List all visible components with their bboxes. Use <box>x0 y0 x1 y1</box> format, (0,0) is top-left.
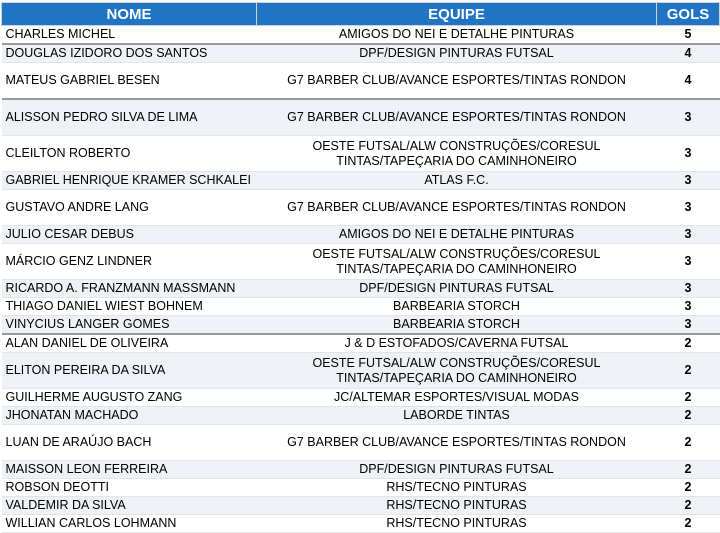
team-cell: ATLAS F.C. <box>256 171 657 190</box>
table-row: GUSTAVO ANDRE LANG G7 BARBER CLUB/AVANCE … <box>1 189 720 226</box>
team-cell: G7 BARBER CLUB/AVANCE ESPORTES/TINTAS RO… <box>256 189 657 226</box>
name-cell: JHONATAN MACHADO <box>1 406 257 425</box>
goals-cell: 4 <box>656 62 720 100</box>
goals-cell: 3 <box>656 297 720 316</box>
team-cell: RHS/TECNO PINTURAS <box>256 514 657 533</box>
team-cell: OESTE FUTSAL/ALW CONSTRUÇÕES/CORESUL TIN… <box>256 243 657 280</box>
goals-cell: 2 <box>656 424 720 461</box>
goals-cell: 3 <box>656 135 720 172</box>
table-row: LUAN DE ARAÚJO BACH G7 BARBER CLUB/AVANCE… <box>1 424 720 461</box>
team-cell: RHS/TECNO PINTURAS <box>256 478 657 497</box>
table-row: MATEUS GABRIEL BESEN G7 BARBER CLUB/AVANC… <box>1 62 720 100</box>
goals-cell: 5 <box>656 25 720 45</box>
name-cell: CHARLES MICHEL <box>1 25 257 45</box>
table-row: MAISSON LEON FERREIRA DPF/DESIGN PINTURAS… <box>1 460 720 479</box>
name-cell: GUSTAVO ANDRE LANG <box>1 189 257 226</box>
team-cell: G7 BARBER CLUB/AVANCE ESPORTES/TINTAS RO… <box>256 424 657 461</box>
team-cell: BARBEARIA STORCH <box>256 315 657 335</box>
table-row: VALDEMIR DA SILVA RHS/TECNO PINTURAS 2 <box>1 496 720 515</box>
goals-cell: 3 <box>656 225 720 244</box>
header-cell: NOME <box>1 2 257 26</box>
name-cell: VINYCIUS LANGER GOMES <box>1 315 257 335</box>
table-row: ELITON PEREIRA DA SILVA OESTE FUTSAL/ALW … <box>1 352 720 389</box>
table-row: CLEILTON ROBERTO OESTE FUTSAL/ALW CONSTRU… <box>1 135 720 172</box>
goals-cell: 3 <box>656 189 720 226</box>
goals-cell: 2 <box>656 496 720 515</box>
table-row: JULIO CESAR DEBUS AMIGOS DO NEI E DETALHE… <box>1 225 720 244</box>
goals-cell: 3 <box>656 98 720 136</box>
table-row: DOUGLAS IZIDORO DOS SANTOS DPF/DESIGN PIN… <box>1 43 720 63</box>
name-cell: ALISSON PEDRO SILVA DE LIMA <box>1 98 257 136</box>
team-cell: AMIGOS DO NEI E DETALHE PINTURAS <box>256 225 657 244</box>
team-cell: DPF/DESIGN PINTURAS FUTSAL <box>256 460 657 479</box>
table-row: ALAN DANIEL DE OLIVEIRA J & D ESTOFADOS/C… <box>1 333 720 353</box>
team-cell: JC/ALTEMAR ESPORTES/VISUAL MODAS <box>256 388 657 407</box>
table-row: ALISSON PEDRO SILVA DE LIMA G7 BARBER CLU… <box>1 98 720 136</box>
goals-cell: 2 <box>656 388 720 407</box>
table-row: ROBSON DEOTTI RHS/TECNO PINTURAS 2 <box>1 478 720 497</box>
goals-cell: 4 <box>656 43 720 63</box>
team-cell: J & D ESTOFADOS/CAVERNA FUTSAL <box>256 333 657 353</box>
team-cell: OESTE FUTSAL/ALW CONSTRUÇÕES/CORESUL TIN… <box>256 135 657 172</box>
goals-cell: 2 <box>656 406 720 425</box>
table-row: VINYCIUS LANGER GOMES BARBEARIA STORCH 3 <box>1 315 720 335</box>
table-row: RICARDO A. FRANZMANN MASSMANN DPF/DESIGN … <box>1 279 720 298</box>
name-cell: ROBSON DEOTTI <box>1 478 257 497</box>
name-cell: MÁRCIO GENZ LINDNER <box>1 243 257 280</box>
table-row: CHARLES MICHEL AMIGOS DO NEI E DETALHE PI… <box>1 25 720 45</box>
table-row: JHONATAN MACHADO LABORDE TINTAS 2 <box>1 406 720 425</box>
table-row: MÁRCIO GENZ LINDNER OESTE FUTSAL/ALW CONS… <box>1 243 720 280</box>
goals-cell: 2 <box>656 333 720 353</box>
goals-cell: 2 <box>656 460 720 479</box>
goals-cell: 3 <box>656 171 720 190</box>
header-cell: GOLS <box>656 2 720 26</box>
table-body: CHARLES MICHEL AMIGOS DO NEI E DETALHE PI… <box>1 25 720 533</box>
name-cell: MATEUS GABRIEL BESEN <box>1 62 257 100</box>
name-cell: DOUGLAS IZIDORO DOS SANTOS <box>1 43 257 63</box>
name-cell: GABRIEL HENRIQUE KRAMER SCHKALEI <box>1 171 257 190</box>
team-cell: RHS/TECNO PINTURAS <box>256 496 657 515</box>
team-cell: G7 BARBER CLUB/AVANCE ESPORTES/TINTAS RO… <box>256 62 657 100</box>
name-cell: LUAN DE ARAÚJO BACH <box>1 424 257 461</box>
table-row: GABRIEL HENRIQUE KRAMER SCHKALEI ATLAS F.… <box>1 171 720 190</box>
name-cell: GUILHERME AUGUSTO ZANG <box>1 388 257 407</box>
goals-cell: 3 <box>656 315 720 335</box>
team-cell: OESTE FUTSAL/ALW CONSTRUÇÕES/CORESUL TIN… <box>256 352 657 389</box>
goals-cell: 2 <box>656 478 720 497</box>
name-cell: MAISSON LEON FERREIRA <box>1 460 257 479</box>
goals-cell: 2 <box>656 514 720 533</box>
goals-cell: 2 <box>656 352 720 389</box>
goals-cell: 3 <box>656 243 720 280</box>
name-cell: VALDEMIR DA SILVA <box>1 496 257 515</box>
table-row: THIAGO DANIEL WIEST BOHNEM BARBEARIA STOR… <box>1 297 720 316</box>
name-cell: RICARDO A. FRANZMANN MASSMANN <box>1 279 257 298</box>
header-cell: EQUIPE <box>256 2 657 26</box>
team-cell: BARBEARIA STORCH <box>256 297 657 316</box>
team-cell: DPF/DESIGN PINTURAS FUTSAL <box>256 279 657 298</box>
name-cell: WILLIAN CARLOS LOHMANN <box>1 514 257 533</box>
team-cell: LABORDE TINTAS <box>256 406 657 425</box>
team-cell: AMIGOS DO NEI E DETALHE PINTURAS <box>256 25 657 45</box>
name-cell: THIAGO DANIEL WIEST BOHNEM <box>1 297 257 316</box>
table-row: GUILHERME AUGUSTO ZANG JC/ALTEMAR ESPORTE… <box>1 388 720 407</box>
name-cell: CLEILTON ROBERTO <box>1 135 257 172</box>
table-row: WILLIAN CARLOS LOHMANN RHS/TECNO PINTURAS… <box>1 514 720 533</box>
goals-cell: 3 <box>656 279 720 298</box>
name-cell: ELITON PEREIRA DA SILVA <box>1 352 257 389</box>
team-cell: DPF/DESIGN PINTURAS FUTSAL <box>256 43 657 63</box>
name-cell: JULIO CESAR DEBUS <box>1 225 257 244</box>
header-row: NOME EQUIPE GOLS <box>1 2 720 26</box>
name-cell: ALAN DANIEL DE OLIVEIRA <box>1 333 257 353</box>
team-cell: G7 BARBER CLUB/AVANCE ESPORTES/TINTAS RO… <box>256 98 657 136</box>
